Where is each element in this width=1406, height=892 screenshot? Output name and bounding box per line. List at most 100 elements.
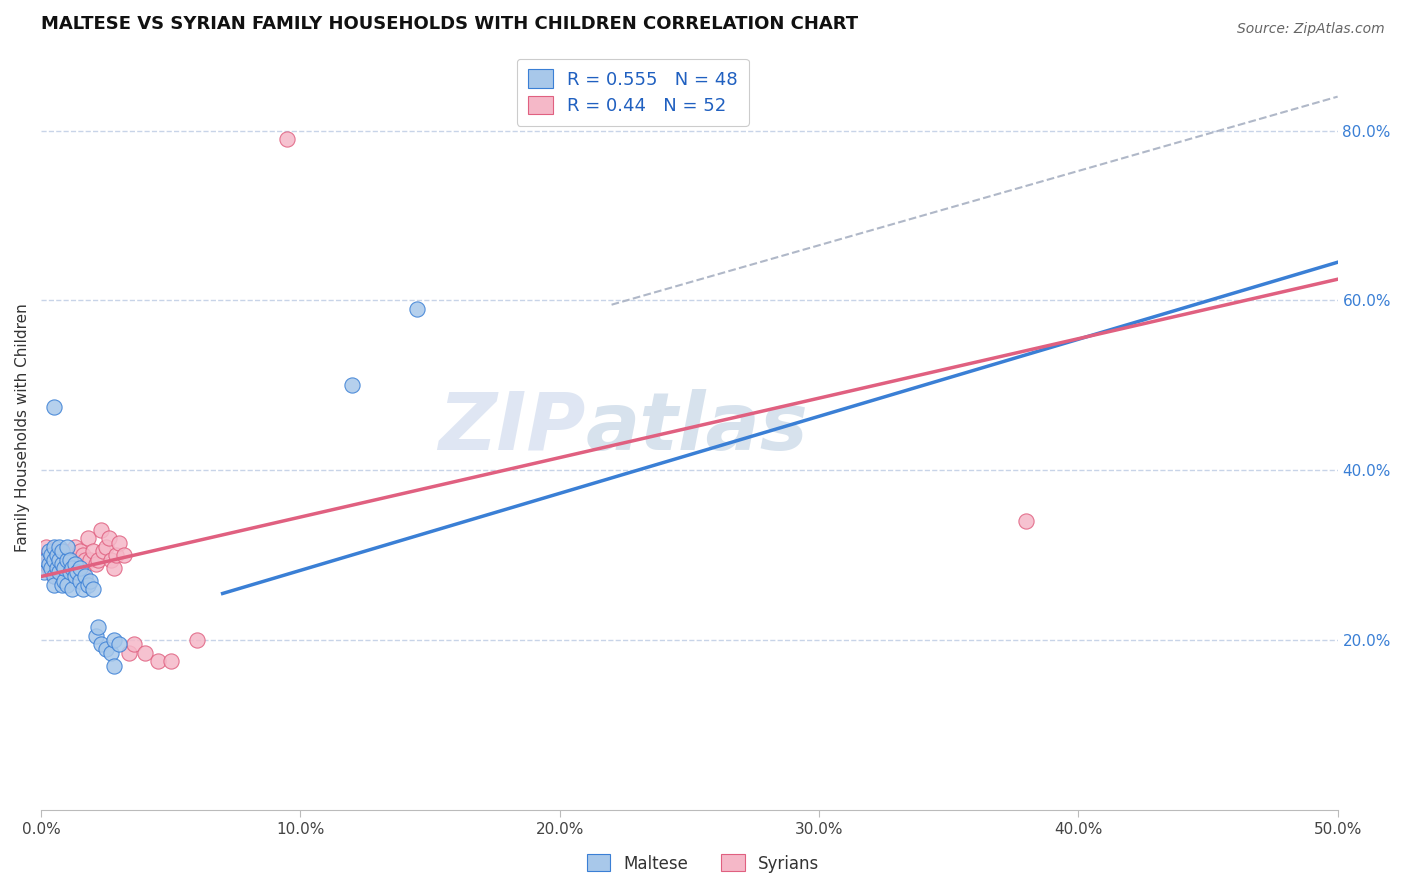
Point bbox=[59, 561, 82, 575]
Point bbox=[32, 566, 55, 580]
Point bbox=[60, 561, 83, 575]
Point bbox=[42, 569, 65, 583]
Point bbox=[105, 548, 128, 562]
Point bbox=[48, 544, 70, 558]
Point bbox=[103, 633, 125, 648]
Point bbox=[63, 557, 86, 571]
Point bbox=[38, 544, 60, 558]
Point bbox=[82, 544, 104, 558]
Point bbox=[60, 552, 83, 566]
Point bbox=[48, 540, 70, 554]
Point bbox=[51, 544, 73, 558]
Text: MALTESE VS SYRIAN FAMILY HOUSEHOLDS WITH CHILDREN CORRELATION CHART: MALTESE VS SYRIAN FAMILY HOUSEHOLDS WITH… bbox=[41, 15, 858, 33]
Point bbox=[48, 569, 70, 583]
Point bbox=[45, 548, 67, 562]
Point bbox=[93, 544, 115, 558]
Point bbox=[63, 561, 86, 575]
Point bbox=[72, 561, 94, 575]
Point bbox=[90, 523, 112, 537]
Point bbox=[406, 301, 429, 316]
Point bbox=[75, 569, 97, 583]
Point bbox=[48, 552, 70, 566]
Point bbox=[342, 378, 364, 392]
Point bbox=[59, 566, 82, 580]
Point bbox=[97, 531, 120, 545]
Point bbox=[51, 561, 73, 575]
Point bbox=[66, 566, 89, 580]
Point bbox=[72, 548, 94, 562]
Point bbox=[56, 566, 79, 580]
Point bbox=[59, 552, 82, 566]
Point bbox=[103, 658, 125, 673]
Point bbox=[87, 552, 110, 566]
Point bbox=[90, 637, 112, 651]
Point bbox=[94, 641, 117, 656]
Point bbox=[63, 540, 86, 554]
Point bbox=[108, 535, 131, 549]
Point bbox=[42, 540, 65, 554]
Point bbox=[79, 552, 101, 566]
Point bbox=[63, 569, 86, 583]
Point bbox=[108, 637, 131, 651]
Point bbox=[75, 552, 97, 566]
Point bbox=[53, 574, 76, 588]
Point bbox=[186, 633, 208, 648]
Point bbox=[38, 557, 60, 571]
Point bbox=[59, 548, 82, 562]
Point bbox=[87, 620, 110, 634]
Text: atlas: atlas bbox=[586, 389, 808, 467]
Point bbox=[1015, 514, 1038, 528]
Point bbox=[42, 552, 65, 566]
Point bbox=[32, 548, 55, 562]
Point bbox=[45, 548, 67, 562]
Point bbox=[35, 552, 58, 566]
Point bbox=[124, 637, 146, 651]
Point bbox=[76, 531, 98, 545]
Point bbox=[56, 578, 79, 592]
Point bbox=[72, 582, 94, 597]
Point bbox=[100, 646, 122, 660]
Point bbox=[159, 655, 181, 669]
Point bbox=[53, 561, 76, 575]
Point bbox=[51, 548, 73, 562]
Point bbox=[56, 552, 79, 566]
Point bbox=[42, 557, 65, 571]
Point bbox=[41, 552, 63, 566]
Point bbox=[69, 544, 91, 558]
Point bbox=[51, 578, 73, 592]
Point bbox=[45, 561, 67, 575]
Point bbox=[118, 646, 141, 660]
Point bbox=[84, 557, 107, 571]
Point bbox=[53, 557, 76, 571]
Point bbox=[38, 561, 60, 575]
Point bbox=[35, 557, 58, 571]
Text: Source: ZipAtlas.com: Source: ZipAtlas.com bbox=[1237, 22, 1385, 37]
Point bbox=[41, 566, 63, 580]
Point bbox=[100, 552, 122, 566]
Point bbox=[42, 569, 65, 583]
Point bbox=[42, 400, 65, 414]
Point bbox=[41, 561, 63, 575]
Point bbox=[41, 548, 63, 562]
Point bbox=[69, 574, 91, 588]
Point bbox=[42, 544, 65, 558]
Point bbox=[84, 629, 107, 643]
Point bbox=[69, 561, 91, 575]
Point bbox=[56, 540, 79, 554]
Point bbox=[53, 544, 76, 558]
Legend: R = 0.555   N = 48, R = 0.44   N = 52: R = 0.555 N = 48, R = 0.44 N = 52 bbox=[517, 59, 749, 126]
Point bbox=[94, 540, 117, 554]
Legend: Maltese, Syrians: Maltese, Syrians bbox=[579, 847, 827, 880]
Y-axis label: Family Households with Children: Family Households with Children bbox=[15, 303, 30, 552]
Point bbox=[45, 561, 67, 575]
Point bbox=[66, 552, 89, 566]
Point bbox=[79, 574, 101, 588]
Point bbox=[51, 557, 73, 571]
Point bbox=[42, 578, 65, 592]
Point bbox=[76, 578, 98, 592]
Point bbox=[56, 552, 79, 566]
Point bbox=[146, 655, 169, 669]
Point bbox=[60, 582, 83, 597]
Point bbox=[35, 540, 58, 554]
Text: ZIP: ZIP bbox=[439, 389, 586, 467]
